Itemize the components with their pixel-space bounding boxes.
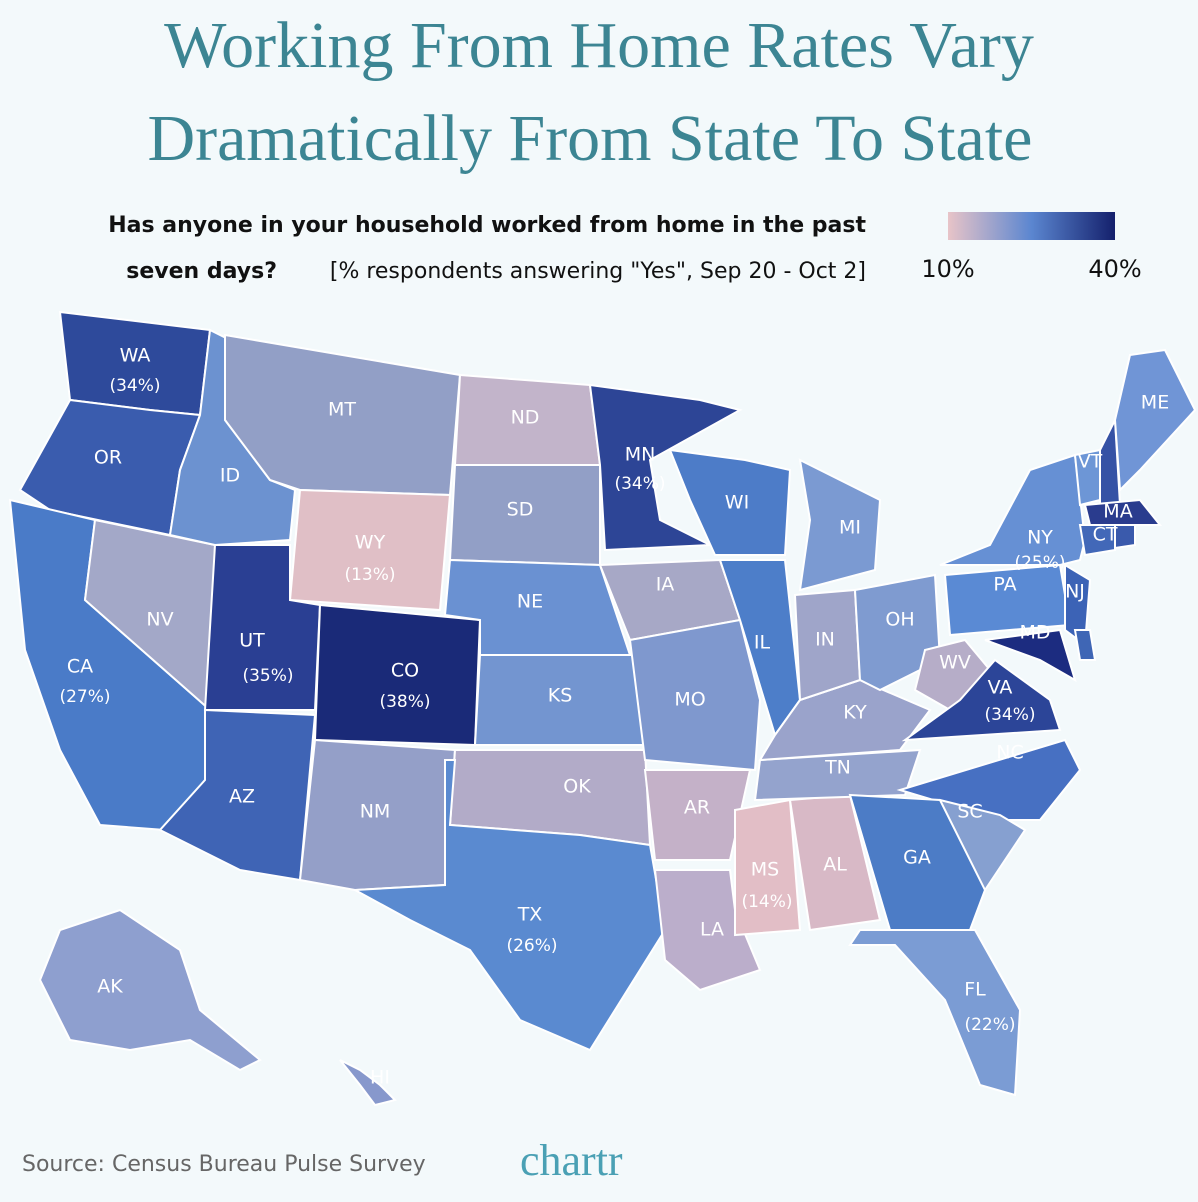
state-label: OH — [885, 609, 914, 631]
source: Source: Census Bureau Pulse Survey — [22, 1152, 426, 1177]
subtitle: Has anyone in your household worked from… — [108, 213, 866, 238]
state-label: GA — [903, 847, 931, 869]
state-label: MD — [1019, 622, 1050, 644]
state-label: NY — [1027, 527, 1053, 549]
state — [848, 793, 987, 931]
state — [339, 1059, 397, 1107]
state-label: OK — [563, 776, 591, 798]
state — [939, 453, 1087, 566]
state-label: CA — [67, 656, 93, 678]
state — [984, 628, 1077, 683]
state-value: (14%) — [741, 892, 792, 912]
legend-label: 40% — [1088, 255, 1141, 283]
state-label: HI — [370, 1067, 390, 1089]
state — [1114, 524, 1136, 550]
state — [588, 383, 743, 552]
state-label: MO — [674, 689, 705, 711]
title: Working From Home Rates Vary — [164, 9, 1034, 82]
state-label: VA — [988, 677, 1013, 699]
state-label: NC — [996, 742, 1023, 764]
state — [901, 658, 1062, 742]
state-label: VT — [1078, 451, 1103, 473]
state-label: SC — [957, 801, 982, 823]
state — [158, 708, 317, 882]
state-label: UT — [239, 630, 265, 652]
state-value: (34%) — [109, 376, 160, 396]
state-label: LA — [700, 919, 724, 941]
state-value: (27%) — [59, 687, 110, 707]
legend-label: 10% — [921, 255, 974, 283]
state — [853, 573, 942, 692]
state-label: NE — [517, 591, 543, 613]
state — [798, 458, 882, 592]
state — [1083, 498, 1163, 526]
state-value: (13%) — [344, 565, 395, 585]
state-label: NJ — [1065, 581, 1085, 603]
state — [734, 798, 802, 937]
state-label: WI — [725, 492, 749, 514]
state — [668, 448, 792, 556]
logo: chartr — [520, 1136, 623, 1185]
state — [288, 488, 452, 612]
state-label: CO — [391, 660, 419, 682]
state-value: (22%) — [964, 1015, 1015, 1035]
state-label: MT — [328, 399, 356, 421]
state-label: AZ — [229, 786, 255, 808]
state — [653, 869, 762, 992]
state-value: (25%) — [1014, 553, 1065, 573]
state — [1073, 629, 1097, 661]
state-value: (34%) — [614, 474, 665, 494]
state-label: WA — [120, 345, 151, 367]
legend-bar — [948, 212, 1115, 240]
state-label: WV — [939, 652, 971, 674]
state-label: NV — [146, 609, 173, 631]
state-label: KS — [548, 685, 573, 707]
state-value: (38%) — [379, 692, 430, 712]
state-value: (34%) — [984, 705, 1035, 725]
state-label: MI — [839, 517, 861, 539]
state-label: MA — [1103, 501, 1132, 523]
state-label: OR — [94, 447, 122, 469]
state-label: CT — [1093, 524, 1118, 546]
state-label: KY — [843, 702, 867, 724]
state-label: TN — [824, 757, 851, 779]
subtitle: [% respondents answering "Yes", Sep 20 -… — [330, 259, 866, 284]
state-label: AR — [684, 797, 710, 819]
state-label: SD — [507, 499, 534, 521]
state — [848, 929, 1022, 1097]
state-label: TX — [517, 904, 543, 926]
state-label: ND — [511, 407, 540, 429]
state — [1113, 348, 1197, 493]
state-label: MS — [751, 859, 779, 881]
state — [628, 618, 762, 772]
state — [38, 908, 262, 1072]
state-label: NM — [360, 801, 391, 823]
state-label: IN — [815, 629, 835, 651]
state-label: IA — [656, 574, 675, 596]
state-label: PA — [993, 574, 1016, 596]
state — [1078, 524, 1116, 557]
state-label: ID — [220, 465, 240, 487]
title: Dramatically From State To State — [148, 102, 1033, 175]
state-label: AK — [97, 976, 123, 998]
state-label: ME — [1141, 392, 1169, 414]
state-label: IL — [754, 632, 771, 654]
state-value: (35%) — [242, 666, 293, 686]
subtitle: seven days? — [126, 259, 277, 284]
state-label: AL — [823, 854, 847, 876]
state — [351, 759, 667, 1052]
state-value: (26%) — [506, 936, 557, 956]
state-label: MN — [625, 444, 656, 466]
state-label: FL — [964, 979, 986, 1001]
state-label: WY — [355, 532, 386, 554]
state — [643, 769, 752, 861]
